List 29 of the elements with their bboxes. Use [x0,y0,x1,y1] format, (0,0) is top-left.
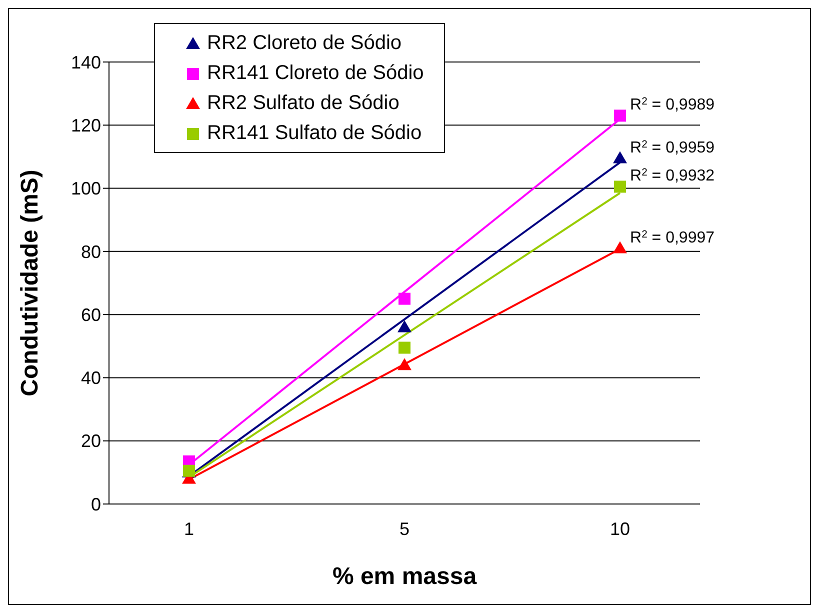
point [614,110,626,122]
y-tick-label: 0 [90,494,101,514]
legend-label: RR2 Cloreto de Sódio [207,31,402,56]
y-tick-label: 20 [80,431,101,452]
legend-label: RR141 Sulfato de Sódio [207,121,422,146]
point [398,342,410,354]
x-tick-label: 1 [184,518,194,539]
point [398,320,412,332]
y-tick-label: 60 [80,304,101,325]
point [398,292,410,305]
point [614,180,626,193]
annotation: R$^{2}$ = 0,9997 [630,228,715,246]
legend-label: RR141 Cloreto de Sódio [207,61,424,86]
annotation: R$^{2}$ = 0,9959 [630,138,715,156]
x-tick-label: 5 [399,518,410,539]
annotation: R$^{2}$ = 0,9932 [630,167,715,185]
y-axis-title: Condutividade (mS) [16,170,44,396]
x-tick-label: 10 [610,518,630,539]
y-tick-label: 80 [80,242,101,262]
legend-label: RR2 Sulfato de Sódio [207,91,400,116]
y-tick-label: 140 [70,52,101,72]
point [613,241,627,254]
point [398,358,412,370]
y-tick-label: 120 [70,116,101,136]
point [613,151,627,164]
x-axis-title: % em massa [332,563,478,590]
y-tick-label: 40 [80,368,101,388]
y-tick-label: 100 [70,178,101,199]
annotation: R$^{2}$ = 0,9989 [630,96,715,114]
